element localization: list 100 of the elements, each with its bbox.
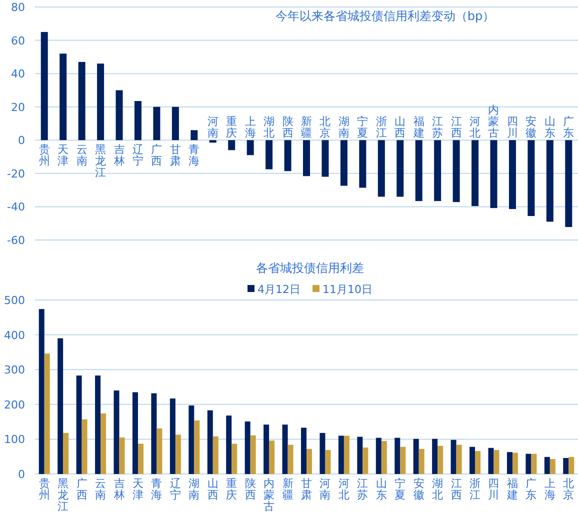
bar bbox=[244, 421, 250, 474]
x-tick-label: 吉林 bbox=[112, 477, 125, 502]
bar bbox=[506, 452, 512, 474]
bar bbox=[512, 452, 518, 474]
bar bbox=[282, 424, 288, 474]
bar bbox=[413, 438, 419, 474]
y-tick-label: -40 bbox=[7, 200, 25, 214]
x-tick-label: 广西 bbox=[151, 143, 162, 168]
bar bbox=[119, 437, 125, 474]
bar bbox=[528, 140, 535, 216]
bar bbox=[362, 448, 368, 474]
x-tick-label: 江苏 bbox=[357, 477, 368, 502]
y-tick-label: 80 bbox=[11, 1, 25, 14]
bar bbox=[396, 140, 404, 197]
x-tick-label: 河南 bbox=[207, 115, 218, 140]
bar bbox=[488, 448, 494, 474]
legend-label: 4月12日 bbox=[258, 283, 300, 296]
x-tick-label: 江西 bbox=[450, 477, 462, 502]
y-tick-label: 400 bbox=[4, 328, 25, 342]
y-tick-label: -20 bbox=[7, 167, 25, 180]
x-tick-label: 内蒙古 bbox=[488, 103, 500, 140]
bar bbox=[60, 54, 67, 140]
bar bbox=[394, 438, 400, 474]
y-tick-label: 40 bbox=[11, 68, 25, 81]
bar bbox=[153, 106, 160, 140]
x-tick-label: 甘肃 bbox=[170, 143, 181, 168]
bar bbox=[438, 446, 444, 474]
bar bbox=[303, 140, 310, 176]
x-tick-label: 四川 bbox=[506, 115, 518, 140]
y-tick-label: 200 bbox=[4, 398, 25, 412]
x-tick-label: 云南 bbox=[95, 477, 106, 502]
bar bbox=[284, 140, 292, 172]
x-tick-label: 安徽 bbox=[413, 477, 424, 502]
x-tick-label: 四川 bbox=[488, 477, 500, 502]
x-tick-label: 贵州 bbox=[38, 143, 50, 168]
bar bbox=[100, 413, 106, 474]
bar bbox=[95, 376, 101, 474]
x-tick-label: 上海 bbox=[244, 115, 256, 140]
x-tick-label: 山东 bbox=[544, 115, 556, 140]
bar bbox=[376, 438, 382, 474]
bar bbox=[226, 416, 232, 474]
bar bbox=[269, 440, 275, 474]
bar bbox=[151, 393, 157, 474]
x-tick-label: 山西 bbox=[207, 477, 218, 502]
bar bbox=[344, 436, 350, 474]
bar bbox=[212, 436, 218, 474]
legend-label: 11月10日 bbox=[322, 283, 372, 296]
x-tick-label: 宁夏 bbox=[357, 115, 368, 140]
bar bbox=[114, 390, 120, 474]
y-tick-label: 20 bbox=[11, 100, 25, 114]
bar bbox=[546, 140, 554, 222]
x-tick-label: 湖北 bbox=[432, 477, 444, 502]
bar bbox=[288, 444, 294, 474]
x-tick-label: 福建 bbox=[506, 477, 518, 502]
y-tick-label: 0 bbox=[18, 468, 25, 481]
x-tick-label: 天津 bbox=[132, 477, 144, 502]
bar bbox=[472, 140, 479, 206]
x-tick-label: 北京 bbox=[563, 477, 574, 502]
bar bbox=[250, 435, 256, 474]
x-tick-label: 重庆 bbox=[226, 477, 238, 502]
x-tick-label: 上海 bbox=[544, 477, 556, 502]
bar bbox=[526, 454, 532, 474]
x-tick-label: 陕西 bbox=[244, 477, 256, 502]
x-tick-label: 天津 bbox=[58, 143, 69, 168]
x-tick-label: 湖南 bbox=[338, 115, 350, 140]
bar bbox=[544, 456, 550, 474]
bar bbox=[97, 64, 104, 140]
bar bbox=[78, 62, 86, 140]
x-tick-label: 内蒙古 bbox=[264, 477, 275, 514]
bar bbox=[550, 459, 556, 474]
bar bbox=[301, 428, 306, 474]
bar bbox=[175, 434, 181, 474]
x-tick-label: 河北 bbox=[470, 115, 481, 140]
bar bbox=[232, 444, 238, 474]
bar bbox=[452, 140, 460, 202]
x-tick-label: 江西 bbox=[450, 115, 462, 140]
bar bbox=[228, 140, 236, 150]
bar bbox=[132, 392, 138, 474]
bar bbox=[246, 140, 254, 156]
bar bbox=[188, 405, 194, 474]
y-tick-label: -60 bbox=[7, 234, 25, 247]
bar bbox=[470, 446, 476, 474]
x-tick-label: 新疆 bbox=[301, 115, 312, 140]
y-tick-label: 60 bbox=[11, 34, 25, 48]
x-tick-label: 吉林 bbox=[112, 143, 125, 168]
x-tick-label: 安徽 bbox=[526, 115, 537, 140]
bar bbox=[381, 440, 387, 474]
bar bbox=[490, 140, 498, 208]
chart-title: 今年以来各省城投债信用利差变动（bp） bbox=[275, 9, 495, 23]
bar bbox=[138, 444, 144, 474]
x-tick-label: 重庆 bbox=[226, 115, 238, 140]
x-tick-label: 新疆 bbox=[282, 477, 294, 502]
x-tick-label: 浙江 bbox=[470, 477, 481, 502]
bar bbox=[357, 436, 363, 474]
bar bbox=[194, 420, 200, 474]
bar bbox=[207, 410, 213, 474]
x-tick-label: 甘肃 bbox=[301, 477, 312, 502]
bar bbox=[400, 446, 406, 474]
bar bbox=[415, 140, 422, 202]
x-tick-label: 河南 bbox=[320, 477, 331, 502]
